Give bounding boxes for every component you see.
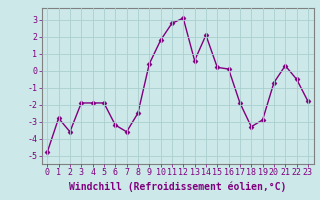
X-axis label: Windchill (Refroidissement éolien,°C): Windchill (Refroidissement éolien,°C) bbox=[69, 181, 286, 192]
